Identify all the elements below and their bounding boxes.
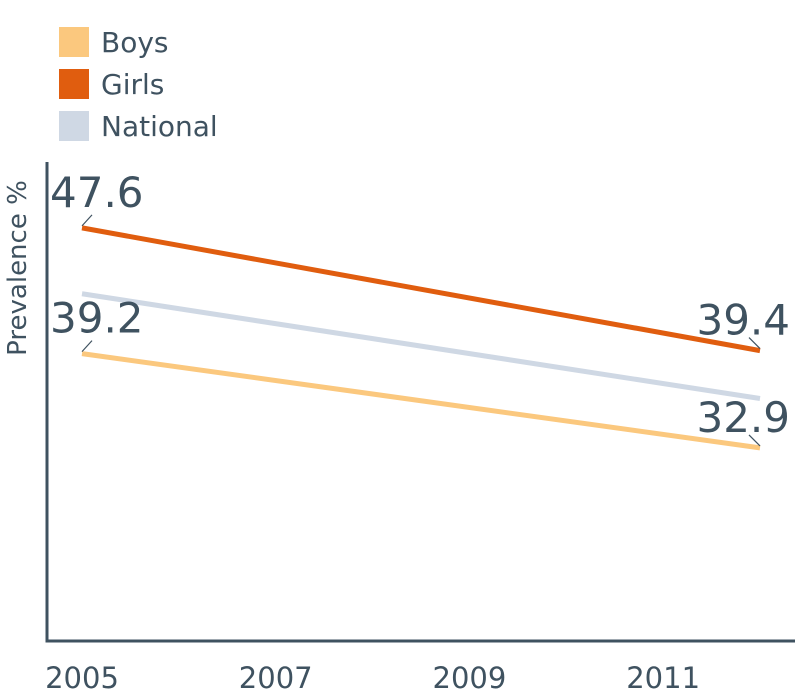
x-tick-label-2009: 2009 bbox=[433, 661, 507, 695]
x-tick-label-2011: 2011 bbox=[626, 661, 700, 695]
legend-label-boys: Boys bbox=[101, 26, 169, 59]
line-girls bbox=[81, 225, 761, 354]
leader-tick bbox=[81, 340, 93, 353]
line-boys bbox=[81, 351, 761, 451]
line-national bbox=[81, 291, 761, 401]
data-label-text: 32.9 bbox=[696, 393, 790, 442]
legend: Boys Girls National bbox=[59, 26, 218, 143]
legend-swatch-national bbox=[59, 111, 89, 141]
legend-item-national: National bbox=[59, 110, 218, 143]
y-axis-title: Prevalence % bbox=[3, 180, 33, 356]
data-label-girls-2005: 47.6 bbox=[50, 168, 144, 227]
legend-label-girls: Girls bbox=[101, 68, 164, 101]
data-label-text: 39.2 bbox=[50, 294, 144, 343]
x-tick-label-2007: 2007 bbox=[239, 661, 313, 695]
data-label-boys-2012: 32.9 bbox=[696, 393, 790, 447]
legend-swatch-girls bbox=[59, 69, 89, 99]
leader-tick bbox=[81, 214, 93, 227]
legend-item-boys: Boys bbox=[59, 26, 169, 59]
leader-tick bbox=[748, 337, 761, 350]
x-tick-label-2005: 2005 bbox=[45, 661, 119, 695]
data-label-boys-2005: 39.2 bbox=[50, 294, 144, 353]
leader-tick bbox=[748, 434, 761, 447]
data-labels: 39.2 32.9 47.6 39.4 bbox=[50, 168, 790, 447]
legend-label-national: National bbox=[101, 110, 218, 143]
legend-swatch-boys bbox=[59, 27, 89, 57]
legend-item-girls: Girls bbox=[59, 68, 164, 101]
series-lines bbox=[81, 225, 761, 451]
data-label-girls-2012: 39.4 bbox=[696, 296, 790, 350]
data-label-text: 47.6 bbox=[50, 168, 144, 217]
axes: Prevalence % 2005 2007 2009 2011 bbox=[3, 162, 795, 695]
data-label-text: 39.4 bbox=[696, 296, 790, 345]
